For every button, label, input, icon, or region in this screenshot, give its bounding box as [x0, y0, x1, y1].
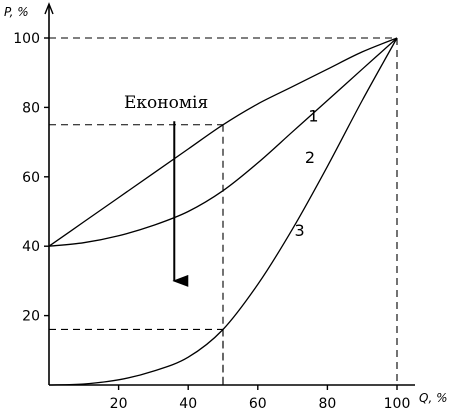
y-axis-label: P, %	[4, 5, 29, 19]
series-label-3: 3	[294, 221, 304, 240]
reference-lines	[49, 37, 398, 385]
series-line-1	[48, 37, 398, 247]
x-tick-label: 40	[179, 396, 197, 412]
curves: 1 2 3	[48, 37, 398, 386]
x-axis-label: Q, %	[419, 391, 447, 405]
y-tick-label: 20	[22, 309, 40, 325]
axes	[44, 2, 415, 386]
series-line-2	[48, 37, 398, 247]
annotation-label: Економія	[124, 93, 208, 113]
y-axis-arrow	[44, 2, 54, 15]
y-tick-label: 60	[22, 170, 40, 186]
ticks: 20 40 60 80 100 20 40 60 80 100	[13, 31, 410, 412]
series-label-1: 1	[308, 106, 318, 125]
x-tick-label: 20	[110, 396, 128, 412]
labels: P, % Q, % Економія	[4, 5, 447, 405]
y-tick-label: 80	[22, 100, 40, 116]
series-line-3	[48, 37, 398, 386]
x-tick-label: 100	[384, 396, 411, 412]
y-tick-label: 40	[22, 239, 40, 255]
series-label-2: 2	[305, 148, 315, 167]
x-tick-label: 60	[249, 396, 267, 412]
x-tick-label: 80	[318, 396, 336, 412]
y-tick-label: 100	[13, 31, 40, 47]
